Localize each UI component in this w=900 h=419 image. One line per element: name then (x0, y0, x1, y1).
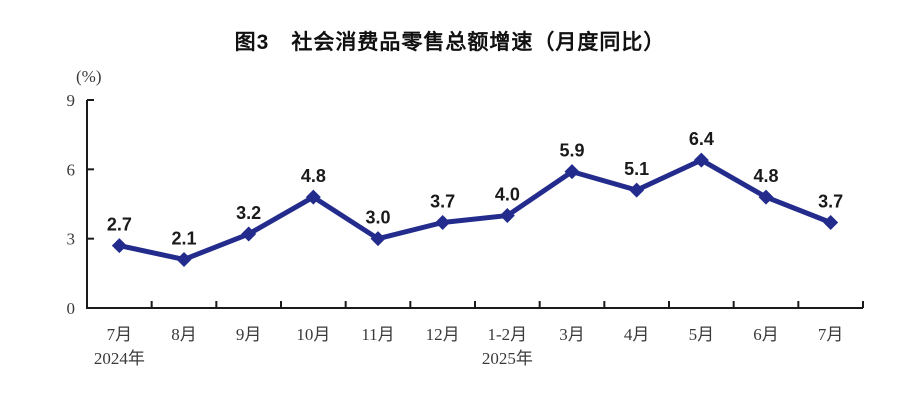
x-tick-label: 4月 (624, 325, 650, 344)
x-tick-label: 11月 (361, 325, 394, 344)
data-point-marker (693, 152, 709, 168)
axes-layer (86, 99, 864, 309)
y-tick-label: 9 (67, 91, 76, 110)
y-axis-unit-label: (%) (76, 67, 102, 86)
data-point-marker (241, 226, 257, 242)
x-axis-year-label: 2025年 (482, 349, 533, 368)
chart-title: 图3 社会消费品零售总额增速（月度同比） (234, 31, 666, 54)
x-tick-label: 7月 (107, 325, 133, 344)
labels-layer: 0 3 6 9 7月 8月 9月 10月 11月 12月 1-2月 3月 4月 5月 6月 7月 2024年 20… (67, 91, 844, 368)
data-point-marker (111, 238, 127, 254)
x-tick-label: 1-2月 (487, 325, 527, 344)
data-point-label: 3.7 (818, 191, 843, 211)
x-tick-label: 6月 (753, 325, 779, 344)
data-point-label: 2.1 (171, 228, 196, 248)
data-point-label: 2.7 (107, 215, 132, 235)
data-point-marker (758, 189, 774, 205)
x-tick-label: 7月 (818, 325, 844, 344)
data-point-label: 4.8 (301, 166, 326, 186)
data-point-label: 3.2 (236, 203, 261, 223)
data-point-label: 5.9 (559, 141, 584, 161)
y-tick-label: 3 (67, 230, 76, 249)
data-point-marker (629, 182, 645, 198)
x-tick-label: 3月 (559, 325, 585, 344)
data-point-marker (499, 208, 515, 224)
data-point-marker (823, 214, 839, 230)
data-point-label: 3.0 (365, 208, 390, 228)
y-tick-label: 6 (67, 160, 76, 179)
x-tick-label: 9月 (236, 325, 262, 344)
data-point-marker (176, 251, 192, 267)
data-point-label: 4.0 (495, 185, 520, 205)
data-series-layer (111, 152, 839, 267)
data-point-marker (305, 189, 321, 205)
x-tick-label: 8月 (171, 325, 197, 344)
y-tick-label: 0 (67, 299, 76, 318)
data-point-marker (435, 214, 451, 230)
data-point-marker (564, 164, 580, 180)
x-tick-label: 12月 (426, 325, 460, 344)
x-tick-label: 5月 (689, 325, 715, 344)
data-line (116, 157, 834, 262)
data-point-label: 5.1 (624, 159, 649, 179)
data-point-label: 6.4 (689, 129, 714, 149)
data-point-label: 4.8 (753, 166, 778, 186)
axis-lines (86, 100, 863, 309)
data-point-marker (370, 231, 386, 247)
data-point-label: 3.7 (430, 191, 455, 211)
x-tick-label: 10月 (296, 325, 330, 344)
x-axis-year-label: 2024年 (94, 349, 145, 368)
